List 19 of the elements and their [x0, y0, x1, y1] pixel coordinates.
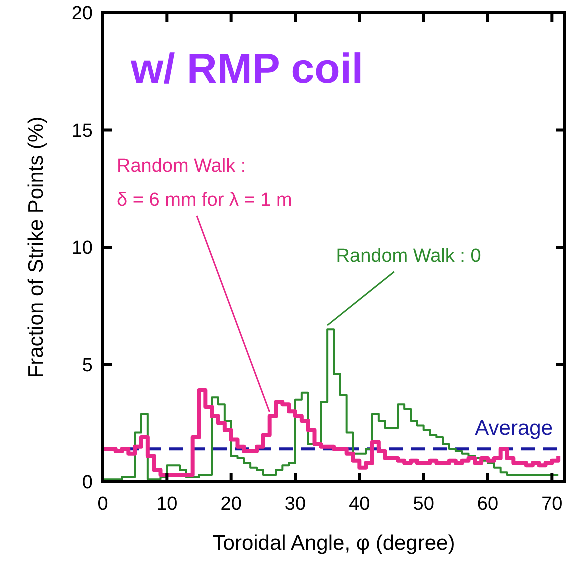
ref-line-label: Average	[475, 417, 553, 440]
y-tick-label: 20	[72, 4, 93, 25]
y-tick-label: 0	[82, 472, 93, 494]
x-axis-title: Toroidal Angle, φ (degree)	[212, 532, 456, 555]
x-tick-label: 70	[542, 494, 563, 515]
y-tick-label: 5	[82, 355, 93, 376]
x-tick-label: 60	[477, 494, 499, 515]
x-tick-label: 50	[413, 494, 434, 515]
y-axis-title: Fraction of Strike Points (%)	[25, 116, 48, 378]
x-tick-label: 0	[98, 494, 108, 515]
x-tick-label: 10	[156, 494, 178, 515]
text: Random Walk : δ = 6 mm for λ = 1 m	[117, 156, 292, 211]
text: Random Walk : 0	[336, 246, 482, 267]
text: w/ RMP coil	[130, 45, 364, 92]
x-tick-label: 40	[349, 494, 370, 515]
y-tick-label: 15	[72, 120, 93, 142]
y-tick-label: 10	[72, 238, 93, 260]
x-tick-label: 30	[284, 494, 306, 515]
x-tick-label: 20	[220, 494, 242, 515]
